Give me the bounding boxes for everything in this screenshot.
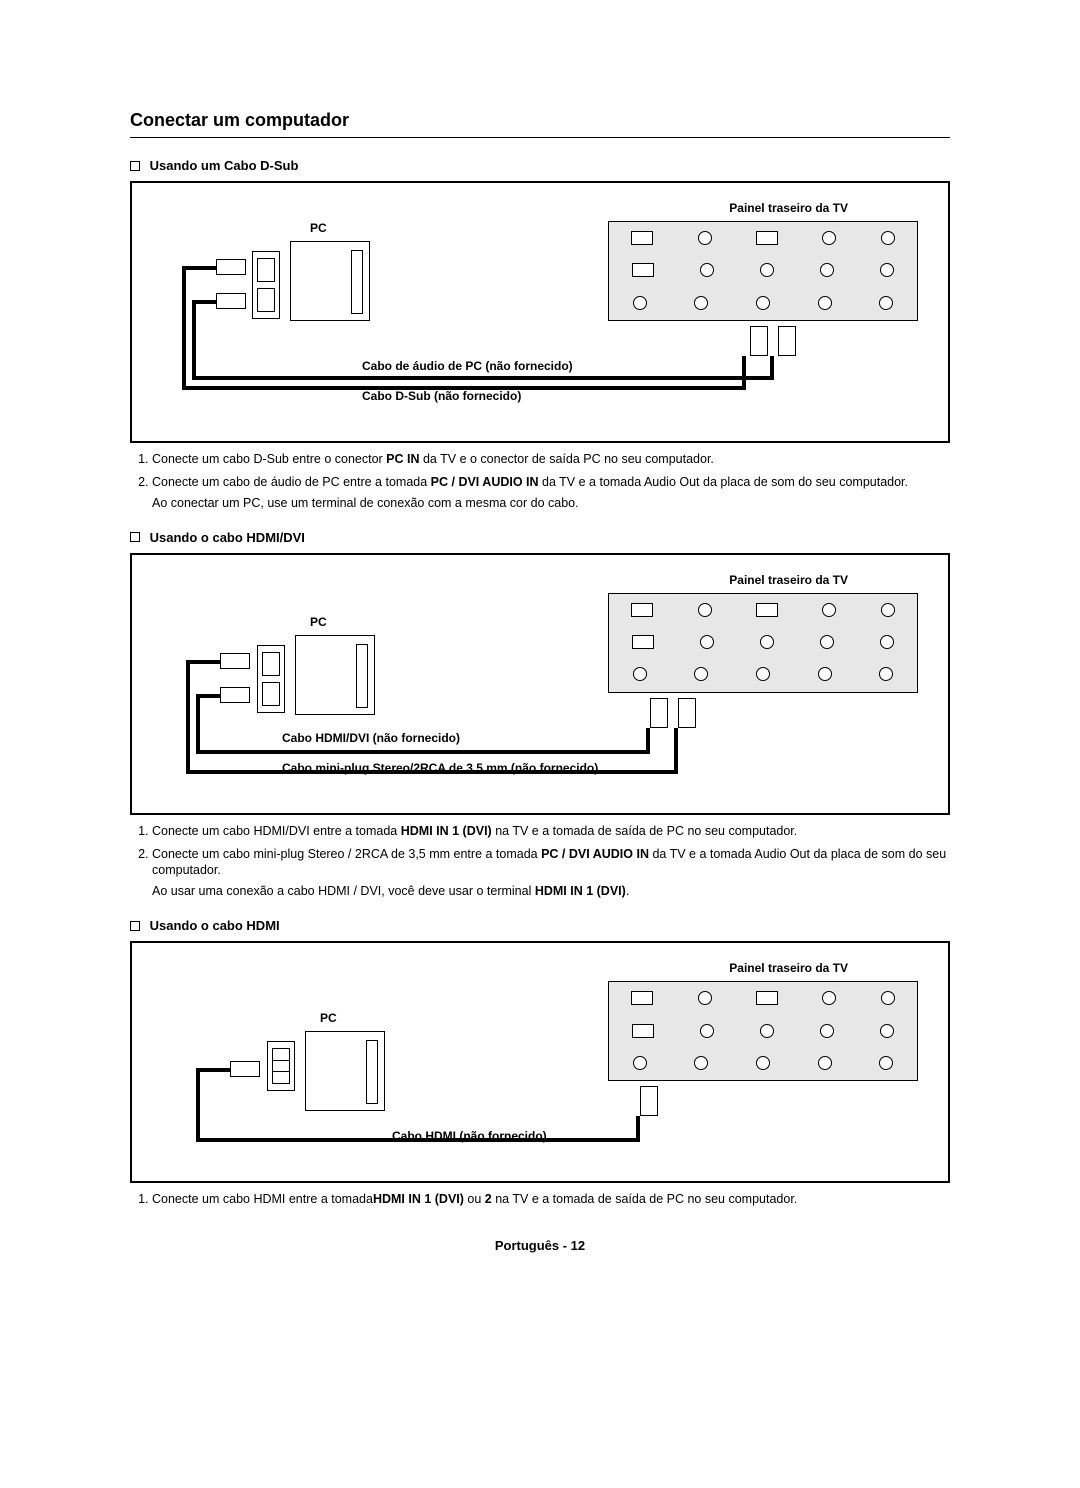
step-text: Conecte um cabo D-Sub entre o conector (152, 452, 386, 466)
step-text: da TV e a tomada Audio Out da placa de s… (539, 475, 908, 489)
cable-line (186, 660, 220, 664)
cable-line (186, 660, 190, 770)
step-text: ou (464, 1192, 485, 1206)
cable-line (770, 356, 774, 380)
plug-hdmi-icon (650, 698, 668, 728)
cable-line (182, 266, 216, 270)
cable-line (636, 1116, 640, 1142)
diagram-dsub: Painel traseiro da TV PC (130, 181, 950, 443)
step-bold: 2 (485, 1192, 492, 1206)
diagram-hdmi: Painel traseiro da TV PC Cabo HDMI (não … (130, 941, 950, 1183)
step-text: da TV e o conector de saída PC no seu co… (420, 452, 714, 466)
step-bold: HDMI IN 1 (DVI) (401, 824, 492, 838)
pc-label: PC (320, 1011, 337, 1025)
step-item: Conecte um cabo de áudio de PC entre a t… (152, 474, 950, 512)
plug-pc-side-icon (216, 259, 246, 275)
section-heading-hdmi: Usando o cabo HDMI (130, 918, 950, 933)
note-text: Ao conectar um PC, use um terminal de co… (152, 495, 950, 512)
steps-dsub: Conecte um cabo D-Sub entre o conector P… (130, 451, 950, 512)
tv-back-panel-label: Painel traseiro da TV (162, 201, 918, 215)
pc-device-icon (290, 241, 370, 321)
bullet-icon (130, 921, 140, 931)
steps-hdmidvi: Conecte um cabo HDMI/DVI entre a tomada … (130, 823, 950, 901)
cable-line (196, 694, 200, 750)
cable-audio-label: Cabo de áudio de PC (não fornecido) (362, 359, 573, 373)
pc-connector-strip (267, 1041, 295, 1091)
tv-back-panel (608, 221, 918, 321)
bullet-icon (130, 532, 140, 542)
plug-pc-side-icon (230, 1061, 260, 1077)
pc-label: PC (310, 615, 327, 629)
document-page: Conectar um computador Usando um Cabo D-… (0, 0, 1080, 1313)
note-bold: HDMI IN 1 (DVI) (535, 884, 626, 898)
plug-vga-icon (750, 326, 768, 356)
heading-text: Usando um Cabo D-Sub (150, 158, 299, 173)
cable-main-label: Cabo HDMI/DVI (não fornecido) (282, 731, 460, 745)
cable-line (674, 728, 678, 774)
cable-main-label: Cabo D-Sub (não fornecido) (362, 389, 521, 403)
cable-line (742, 356, 746, 390)
step-bold: HDMI IN 1 (DVI) (373, 1192, 464, 1206)
steps-hdmi: Conecte um cabo HDMI entre a tomadaHDMI … (130, 1191, 950, 1208)
pc-label: PC (310, 221, 327, 235)
pc-device-icon (305, 1031, 385, 1111)
step-bold: PC IN (386, 452, 419, 466)
step-bold: PC / DVI AUDIO IN (541, 847, 649, 861)
heading-text: Usando o cabo HDMI/DVI (150, 530, 305, 545)
page-footer: Português - 12 (130, 1238, 950, 1253)
plug-audio-icon (778, 326, 796, 356)
step-text: na TV e a tomada de saída de PC no seu c… (492, 1192, 798, 1206)
step-text: Conecte um cabo de áudio de PC entre a t… (152, 475, 431, 489)
tv-back-panel (608, 981, 918, 1081)
cable-main-label: Cabo HDMI (não fornecido) (392, 1129, 547, 1143)
plug-hdmi-icon (640, 1086, 658, 1116)
plug-pc-side-icon (220, 653, 250, 669)
cable-line (196, 1068, 230, 1072)
step-text: Conecte um cabo mini-plug Stereo / 2RCA … (152, 847, 541, 861)
step-text: Conecte um cabo HDMI/DVI entre a tomada (152, 824, 401, 838)
cable-line (646, 728, 650, 754)
cable-line (196, 1068, 200, 1138)
pc-device-icon (295, 635, 375, 715)
step-item: Conecte um cabo HDMI/DVI entre a tomada … (152, 823, 950, 840)
bullet-icon (130, 161, 140, 171)
diagram-hdmidvi: Painel traseiro da TV PC Cabo HDMI/DVI (… (130, 553, 950, 815)
diagram-inner: PC Cabo HDMI/DVI (não fornecido) Cabo mi… (162, 593, 918, 783)
cable-line (182, 266, 186, 386)
tv-back-panel-label: Painel traseiro da TV (162, 961, 918, 975)
section-heading-dsub: Usando um Cabo D-Sub (130, 158, 950, 173)
step-text: na TV e a tomada de saída de PC no seu c… (492, 824, 798, 838)
step-bold: PC / DVI AUDIO IN (431, 475, 539, 489)
section-heading-hdmidvi: Usando o cabo HDMI/DVI (130, 530, 950, 545)
tv-back-panel-label: Painel traseiro da TV (162, 573, 918, 587)
tv-back-panel (608, 593, 918, 693)
step-item: Conecte um cabo D-Sub entre o conector P… (152, 451, 950, 468)
step-item: Conecte um cabo mini-plug Stereo / 2RCA … (152, 846, 950, 901)
cable-audio-label: Cabo mini-plug Stereo/2RCA de 3,5 mm (nã… (282, 761, 598, 775)
pc-connector-strip (252, 251, 280, 319)
plug-pc-side-icon (216, 293, 246, 309)
plug-pc-side-icon (220, 687, 250, 703)
note-text: Ao usar uma conexão a cabo HDMI / DVI, v… (152, 884, 535, 898)
diagram-inner: PC Cabo HDMI (não fornecido) (162, 981, 918, 1151)
plug-audio-icon (678, 698, 696, 728)
diagram-inner: PC Cabo de áudio de PC (não forne (162, 221, 918, 411)
cable-line (196, 750, 646, 754)
cable-line (192, 300, 196, 376)
page-title: Conectar um computador (130, 110, 950, 138)
heading-text: Usando o cabo HDMI (150, 918, 280, 933)
step-item: Conecte um cabo HDMI entre a tomadaHDMI … (152, 1191, 950, 1208)
pc-connector-strip (257, 645, 285, 713)
step-text: Conecte um cabo HDMI entre a tomada (152, 1192, 373, 1206)
note-text: . (626, 884, 629, 898)
cable-line (192, 376, 772, 380)
